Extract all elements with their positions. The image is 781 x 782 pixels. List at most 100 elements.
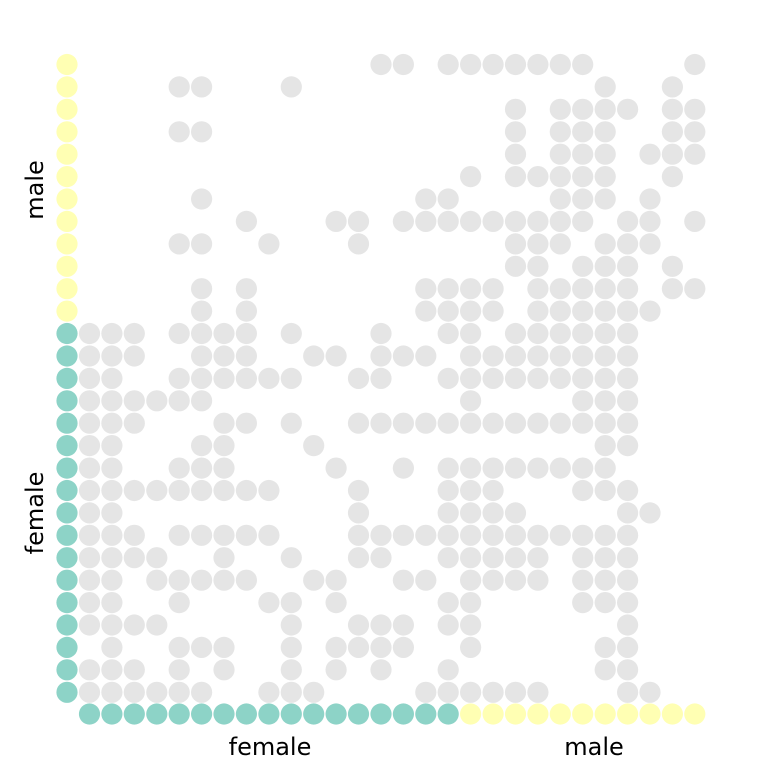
matrix-cell xyxy=(527,53,549,76)
matrix-cell xyxy=(661,121,684,143)
matrix-cell xyxy=(78,524,101,546)
matrix-cell xyxy=(146,479,168,502)
matrix-cell xyxy=(527,412,549,434)
matrix-cell xyxy=(527,278,549,300)
matrix-cell xyxy=(280,592,302,614)
matrix-cell xyxy=(370,547,392,569)
column-marker-female xyxy=(415,703,437,725)
matrix-cell xyxy=(460,278,482,300)
matrix-cell xyxy=(258,681,280,703)
matrix-cell xyxy=(78,502,101,524)
matrix-cell xyxy=(78,412,101,434)
matrix-cell xyxy=(482,412,504,434)
matrix-cell xyxy=(594,278,616,300)
matrix-cell xyxy=(101,457,123,479)
matrix-cell xyxy=(549,345,571,367)
matrix-cell xyxy=(101,345,123,367)
matrix-cell xyxy=(280,76,302,98)
matrix-cell xyxy=(168,659,190,681)
matrix-cell xyxy=(191,569,213,591)
matrix-cell xyxy=(168,681,190,703)
matrix-cell xyxy=(168,524,190,546)
matrix-cell xyxy=(347,233,370,255)
matrix-cell xyxy=(504,345,527,367)
matrix-cell xyxy=(168,390,190,412)
matrix-cell xyxy=(460,166,482,188)
matrix-cell xyxy=(437,367,459,389)
matrix-cell xyxy=(639,143,661,165)
matrix-cell xyxy=(482,547,504,569)
matrix-cell xyxy=(661,166,684,188)
matrix-cell xyxy=(460,53,482,76)
matrix-cell xyxy=(78,435,101,457)
matrix-cell xyxy=(460,457,482,479)
matrix-cell xyxy=(191,345,213,367)
matrix-cell xyxy=(78,479,101,502)
row-label-female: female xyxy=(21,472,49,555)
matrix-cell xyxy=(213,435,235,457)
matrix-cell xyxy=(415,569,437,591)
matrix-cell xyxy=(123,524,145,546)
matrix-cell xyxy=(549,322,571,345)
matrix-cell xyxy=(191,300,213,322)
column-marker-female xyxy=(168,703,190,725)
matrix-cell xyxy=(235,367,257,389)
matrix-cell xyxy=(191,121,213,143)
matrix-cell xyxy=(504,233,527,255)
matrix-cell xyxy=(594,166,616,188)
matrix-cell xyxy=(101,614,123,636)
matrix-cell xyxy=(482,524,504,546)
column-marker-female xyxy=(280,703,302,725)
matrix-cell xyxy=(101,390,123,412)
matrix-cell xyxy=(594,457,616,479)
matrix-cell xyxy=(347,502,370,524)
matrix-cell xyxy=(325,457,347,479)
matrix-cell xyxy=(617,367,639,389)
matrix-cell xyxy=(415,278,437,300)
matrix-cell xyxy=(437,614,459,636)
matrix-cell xyxy=(572,479,594,502)
matrix-cell xyxy=(617,300,639,322)
matrix-cell xyxy=(437,322,459,345)
matrix-cell xyxy=(504,121,527,143)
matrix-cell xyxy=(482,210,504,232)
matrix-cell xyxy=(617,569,639,591)
matrix-cell xyxy=(549,210,571,232)
matrix-cell xyxy=(101,502,123,524)
row-marker-female xyxy=(56,367,78,389)
matrix-cell xyxy=(325,345,347,367)
matrix-cell xyxy=(437,300,459,322)
row-marker-male xyxy=(56,278,78,300)
matrix-cell xyxy=(594,98,616,120)
matrix-cell xyxy=(101,636,123,659)
matrix-cell xyxy=(213,367,235,389)
matrix-cell xyxy=(504,569,527,591)
matrix-cell xyxy=(415,188,437,210)
column-marker-male xyxy=(572,703,594,725)
matrix-cell xyxy=(594,76,616,98)
matrix-cell xyxy=(213,412,235,434)
matrix-cell xyxy=(572,121,594,143)
matrix-cell xyxy=(549,121,571,143)
matrix-cell xyxy=(617,592,639,614)
matrix-cell xyxy=(460,524,482,546)
matrix-cell xyxy=(549,300,571,322)
matrix-cell xyxy=(594,524,616,546)
column-marker-male xyxy=(527,703,549,725)
matrix-cell xyxy=(594,300,616,322)
matrix-cell xyxy=(549,457,571,479)
matrix-cell xyxy=(370,412,392,434)
matrix-cell xyxy=(168,636,190,659)
matrix-cell xyxy=(123,681,145,703)
matrix-cell xyxy=(572,166,594,188)
matrix-cell xyxy=(78,569,101,591)
column-marker-female xyxy=(370,703,392,725)
matrix-cell xyxy=(460,681,482,703)
matrix-cell xyxy=(617,390,639,412)
matrix-cell xyxy=(191,188,213,210)
matrix-cell xyxy=(101,367,123,389)
row-marker-female xyxy=(56,681,78,703)
matrix-cell xyxy=(370,53,392,76)
matrix-cell xyxy=(325,592,347,614)
matrix-cell xyxy=(617,435,639,457)
